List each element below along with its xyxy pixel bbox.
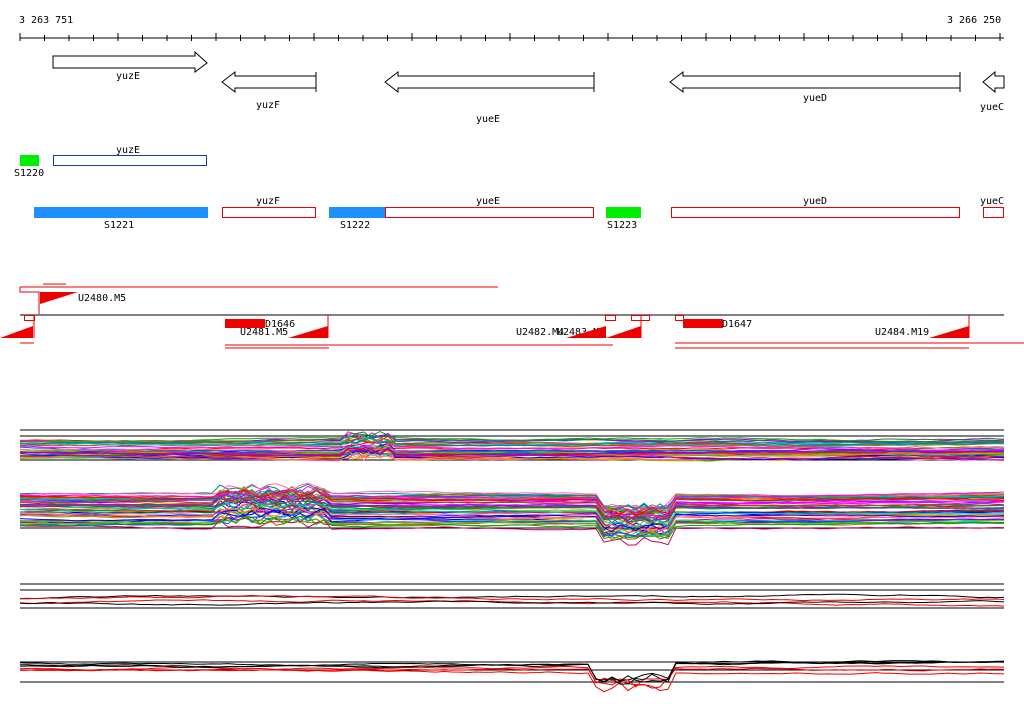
expression-track-1 xyxy=(19,429,1005,462)
gene-arrow-yueE[interactable] xyxy=(384,70,595,94)
expression-track-3 xyxy=(19,583,1005,609)
feature-yuzE-box[interactable] xyxy=(53,155,207,166)
profile-line xyxy=(19,515,1005,540)
feature-S1222[interactable] xyxy=(329,207,385,218)
segment-line xyxy=(19,287,40,314)
feature-label-yueE: yueE xyxy=(476,196,500,207)
profile-line xyxy=(19,436,1005,447)
profile-line xyxy=(19,511,1005,538)
terminator-D1646[interactable] xyxy=(225,319,265,328)
profile-line xyxy=(20,449,1005,461)
transcript-track: U2480.M5 D1646 U2481.M5 U2482.M4 U2483.M… xyxy=(0,283,1024,349)
feature-label-S1223: S1223 xyxy=(607,220,637,231)
profile-line xyxy=(19,519,1005,546)
feature-yueD-box[interactable] xyxy=(671,207,960,218)
profile-line xyxy=(19,502,1005,530)
profile-line xyxy=(19,593,1005,600)
gene-arrow-yueD[interactable] xyxy=(669,70,961,94)
coordinate-ruler: 3 263 751 3 266 250 xyxy=(19,15,1004,41)
profile-line xyxy=(19,490,1005,520)
ruler-start-label: 3 263 751 xyxy=(19,15,73,26)
feature-S1223[interactable] xyxy=(606,207,641,218)
profile-line xyxy=(19,496,1005,525)
feature-label-S1222: S1222 xyxy=(340,220,370,231)
terminator-label-D1646: D1646 xyxy=(265,319,295,330)
profile-line xyxy=(19,447,1005,457)
expression-track-2 xyxy=(19,482,1005,546)
feature-label-yuzF: yuzF xyxy=(256,196,280,207)
feature-yuzF-box[interactable] xyxy=(222,207,316,218)
feature-row-2: S1221 yuzF S1222 yueE S1223 yueD yueC xyxy=(34,196,1004,231)
transcript-label-U2480: U2480.M5 xyxy=(78,293,126,304)
transcript-end-marker-U2483[interactable] xyxy=(606,326,641,338)
transcript-end-marker xyxy=(0,326,33,338)
transcript-end-marker-U2481[interactable] xyxy=(288,326,328,338)
feature-S1220[interactable] xyxy=(20,155,39,166)
expression-track-4 xyxy=(19,660,1005,693)
gene-arrow-yuzF[interactable] xyxy=(221,70,317,94)
profile-line xyxy=(19,436,1005,448)
profile-line xyxy=(19,668,1005,693)
segment-box xyxy=(675,315,684,321)
terminator-label-D1647: D1647 xyxy=(722,319,752,330)
gene-label-yuzF: yuzF xyxy=(256,100,280,111)
profile-line xyxy=(19,600,1005,606)
profile-line xyxy=(19,507,1005,533)
transcript-label-U2484: U2484.M19 xyxy=(875,327,929,338)
feature-yueC-box[interactable] xyxy=(983,207,1004,218)
profile-line xyxy=(19,447,1005,461)
terminator-D1647[interactable] xyxy=(683,319,723,328)
gene-arrow-yueC[interactable] xyxy=(982,70,1005,94)
profile-line xyxy=(19,489,1005,517)
gene-label-yueC: yueC xyxy=(980,102,1004,113)
feature-yueE-box[interactable] xyxy=(385,207,594,218)
ruler-ticks xyxy=(19,33,1001,41)
profile-line xyxy=(20,665,1005,688)
gene-arrow-yuzE[interactable] xyxy=(52,50,208,73)
segment-box xyxy=(605,315,616,321)
profile-line xyxy=(19,485,1005,516)
profile-line xyxy=(19,512,1005,537)
profile-line xyxy=(19,660,1005,683)
transcript-end-marker-U2484[interactable] xyxy=(929,326,969,338)
gene-label-yuzE: yuzE xyxy=(116,71,140,82)
feature-row-1: S1220 yuzE xyxy=(14,145,207,179)
feature-S1221[interactable] xyxy=(34,207,208,218)
profile-line xyxy=(19,439,1005,451)
feature-label-yueC: yueC xyxy=(980,196,1004,207)
feature-label-S1220: S1220 xyxy=(14,168,44,179)
transcript-label-U2483: U2483.M5 xyxy=(557,327,605,338)
feature-label-yuzE: yuzE xyxy=(116,145,140,156)
segment-box xyxy=(24,315,35,321)
profile-line xyxy=(19,499,1004,528)
profile-line xyxy=(19,516,1005,540)
gene-arrows-track: yuzE yuzF yueE yueD yueC xyxy=(52,50,1005,125)
profile-line xyxy=(19,594,1005,602)
transcript-label-U2481: U2481.M5 xyxy=(240,327,288,338)
feature-label-yueD: yueD xyxy=(803,196,827,207)
profile-line xyxy=(19,437,1005,448)
profile-line xyxy=(19,661,1005,685)
profile-line xyxy=(19,599,1005,607)
gene-label-yueE: yueE xyxy=(476,114,500,125)
ruler-end-label: 3 266 250 xyxy=(947,15,1001,26)
transcript-start-marker-U2480[interactable] xyxy=(40,292,78,304)
profile-line xyxy=(19,496,1005,525)
feature-label-S1221: S1221 xyxy=(104,220,134,231)
gene-label-yueD: yueD xyxy=(803,93,827,104)
transcript-label-U2482: U2482.M4 xyxy=(516,327,564,338)
transcript-end-marker-U2482[interactable] xyxy=(566,326,606,338)
profile-line xyxy=(19,503,1005,533)
profile-line xyxy=(19,489,1005,512)
